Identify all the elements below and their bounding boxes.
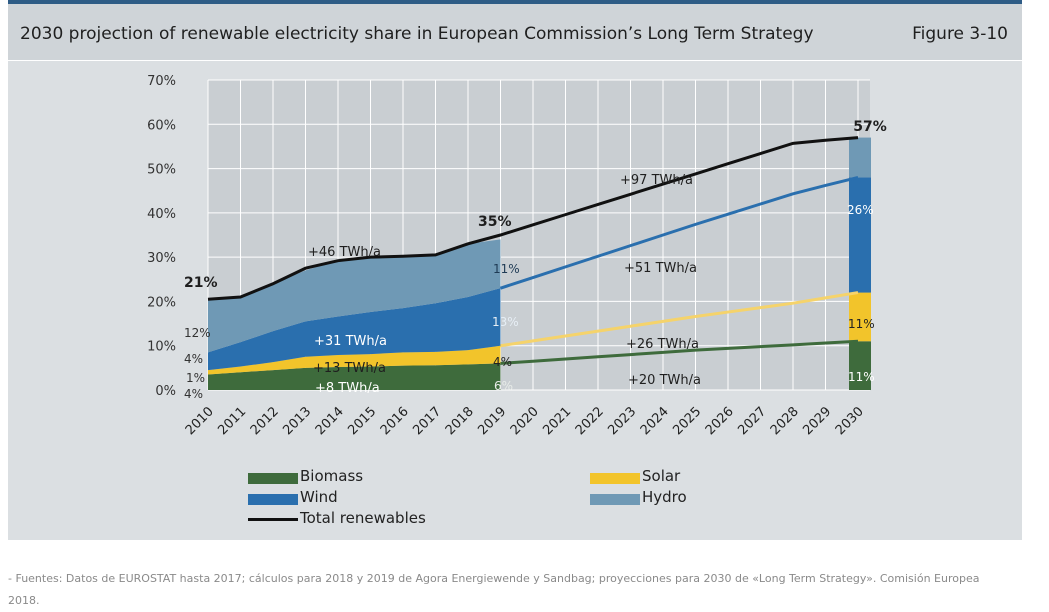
x-tick-label: 2029 [800,404,834,438]
chart: 0%10%20%30%40%50%60%70%20102011201220132… [147,74,887,438]
x-tick-label: 2023 [605,404,639,438]
source-note: - Fuentes: Datos de EUROSTAT hasta 2017;… [8,572,980,607]
data-label-total-2010: 21% [184,275,218,291]
legend-label-total: Total renewables [300,509,426,527]
x-tick-label: 2024 [638,404,672,438]
data-label-biomass-2019: 6% [494,379,513,393]
bar-2030-biomass [849,341,871,390]
figure-header: 2030 projection of renewable electricity… [8,4,1022,61]
data-label-total-2019: 35% [478,214,512,230]
x-tick-label: 2028 [768,404,802,438]
area-solar [208,345,501,375]
x-tick-label: 2015 [345,404,379,438]
x-tick-label: 2020 [508,404,542,438]
x-tick-label: 2022 [573,404,607,438]
x-tick-label: 2013 [280,404,314,438]
data-label-wind-2010: 4% [184,352,203,366]
x-tick-label: 2027 [735,404,769,438]
annotation-hist-total: +46 TWh/a [308,245,381,260]
legend-label-solar: Solar [642,467,681,485]
data-label-biomass-2030: 11% [848,370,875,384]
projection-line-biomass [500,339,859,365]
x-tick-label: 2016 [378,404,412,438]
bar-2030-wind [849,177,871,293]
annotation-hist-biomass: +8 TWh/a [315,381,380,396]
data-label-solar-2030: 11% [848,317,875,331]
legend-label-wind: Wind [300,488,338,506]
x-tick-label: 2030 [833,404,867,438]
x-tick-label: 2014 [313,404,347,438]
y-tick-label: 50% [147,163,176,178]
y-tick-label: 70% [147,74,176,89]
x-tick-label: 2025 [670,404,704,438]
total-renewables-line [207,136,859,301]
area-hydro [208,239,501,353]
annotation-proj-solar: +26 TWh/a [626,337,699,352]
data-label-total-2030: 57% [853,119,887,135]
figure-number: Figure 3-10 [912,24,1008,44]
annotation-hist-solar: +13 TWh/a [313,361,386,376]
annotation-proj-total: +97 TWh/a [620,173,693,188]
chart-title: 2030 projection of renewable electricity… [20,24,814,44]
legend-swatch-wind [248,494,298,505]
legend-label-biomass: Biomass [300,467,364,485]
x-tick-label: 2019 [475,404,509,438]
data-label-biomass-2010: 4% [184,387,203,401]
figure-panel: 2030 projection of renewable electricity… [8,0,1022,540]
data-label-hydro-2010: 12% [184,326,211,340]
x-tick-label: 2010 [183,404,217,438]
bar-2030-solar [849,292,871,342]
x-tick-label: 2012 [248,404,282,438]
legend-swatch-solar [590,473,640,484]
y-tick-label: 60% [147,118,176,133]
y-tick-label: 40% [147,207,176,222]
y-tick-label: 0% [155,384,176,399]
x-tick-label: 2026 [703,404,737,438]
projection-line-wind [500,175,859,290]
annotation-hist-wind: +31 TWh/a [314,334,387,349]
y-tick-label: 30% [147,251,176,266]
top-accent-line [8,0,1022,4]
data-label-solar-2010: 1% [186,371,205,385]
annotation-proj-wind: +51 TWh/a [624,261,697,276]
y-tick-label: 20% [147,295,176,310]
y-tick-label: 10% [147,340,176,355]
x-tick-label: 2018 [443,404,477,438]
x-tick-label: 2017 [410,404,444,438]
legend-swatch-total [248,518,298,521]
data-label-wind-2019: 13% [492,315,519,329]
data-label-solar-2019: 4% [493,355,512,369]
annotation-proj-biomass: +20 TWh/a [628,373,701,388]
projection-line-solar [500,291,859,348]
data-label-wind-2030: 26% [847,203,874,217]
area-wind [208,288,501,371]
legend-swatch-biomass [248,473,298,484]
bar-2030-hydro [849,137,871,178]
x-tick-label: 2021 [540,404,574,438]
area-biomass [208,363,501,390]
x-tick-label: 2011 [215,404,249,438]
legend-label-hydro: Hydro [642,488,687,506]
legend-swatch-hydro [590,494,640,505]
data-label-hydro-2019: 11% [493,262,520,276]
